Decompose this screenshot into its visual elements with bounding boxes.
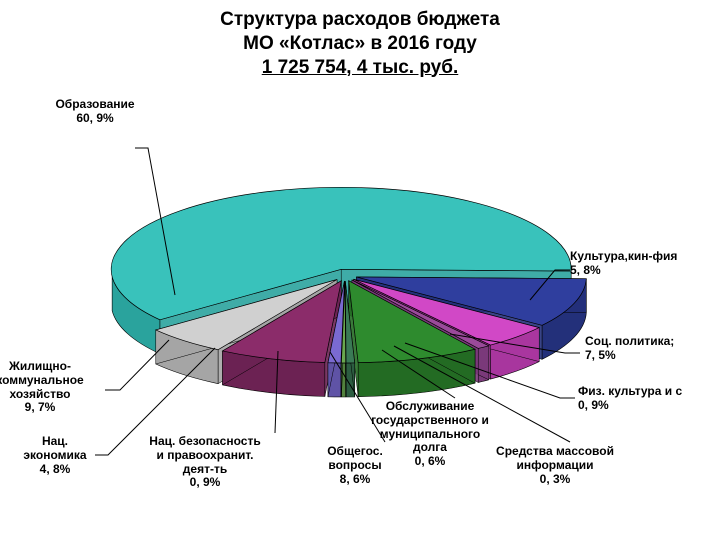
slice-label: Жилищно- коммунальное хозяйство 9, 7%: [0, 360, 84, 415]
chart-title: Структура расходов бюджета МО «Котлас» в…: [0, 8, 720, 79]
slice-label: Нац. безопасность и правоохранит. деят-т…: [149, 435, 260, 490]
title-line-3: 1 725 754, 4 тыс. руб.: [0, 56, 720, 80]
title-line-2: МО «Котлас» в 2016 году: [0, 32, 720, 56]
slice-label: Культура,кин-фия 5, 8%: [570, 250, 677, 278]
slice-label: Обслуживание государственного и муниципа…: [371, 400, 489, 469]
slice-label: Образование 60, 9%: [55, 98, 134, 126]
slice-label: Средства массовой информации 0, 3%: [496, 445, 614, 486]
slice-label: Соц. политика; 7, 5%: [585, 335, 674, 363]
slice-label: Нац. экономика 4, 8%: [23, 435, 86, 476]
slice-label: Физ. культура и с 0, 9%: [578, 385, 682, 413]
title-line-1: Структура расходов бюджета: [0, 8, 720, 32]
pie-chart: Образование 60, 9% Жилищно- коммунальное …: [0, 90, 720, 530]
